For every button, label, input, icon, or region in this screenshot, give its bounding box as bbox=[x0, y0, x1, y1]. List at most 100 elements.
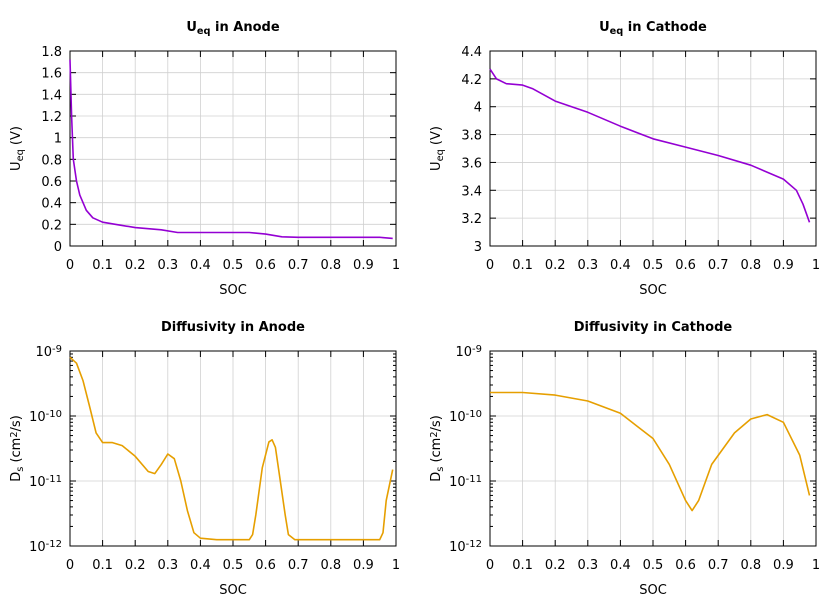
chart-panel-4: 0 0.1 0.2 0.3 0.4 0.5 0.6 0.7 0.8 0.9 110-1210-111… bbox=[429, 320, 821, 598]
text-subscript: eq bbox=[435, 149, 446, 161]
y-axis-label: Ueq (V) bbox=[429, 126, 446, 171]
tick-exponent: -11 bbox=[46, 474, 62, 485]
y-tick-label: 3.4 bbox=[461, 184, 482, 199]
x-tick-label: 0.8 bbox=[320, 558, 341, 573]
x-tick-label: 0.8 bbox=[740, 558, 761, 573]
text-subscript: eq bbox=[15, 149, 26, 161]
x-axis-label: SOC bbox=[219, 583, 247, 598]
text-main: D bbox=[9, 472, 24, 482]
x-tick-label: 0.4 bbox=[190, 558, 211, 573]
x-tick-label: 1 bbox=[392, 258, 400, 273]
x-tick-label: 0.5 bbox=[643, 258, 664, 273]
x-tick-label: 0.2 bbox=[125, 558, 146, 573]
y-tick-label: 10-11 bbox=[449, 474, 482, 490]
x-tick-label: 1 bbox=[812, 558, 820, 573]
x-axis-label: SOC bbox=[639, 283, 667, 298]
text-main: U bbox=[429, 161, 444, 171]
text-rest: in Cathode bbox=[623, 20, 707, 35]
y-tick-label: 10-9 bbox=[35, 344, 62, 360]
tick-exponent: -10 bbox=[46, 409, 62, 420]
tick-base: 10 bbox=[29, 410, 46, 425]
data-series-line bbox=[69, 356, 394, 541]
x-tick-label: 0.8 bbox=[320, 258, 341, 273]
x-tick-label: 0.1 bbox=[512, 558, 533, 573]
y-tick-label: 3.8 bbox=[461, 129, 482, 144]
text-subscript: eq bbox=[610, 26, 624, 37]
x-tick-label: 0.3 bbox=[157, 258, 178, 273]
plot-frame bbox=[69, 350, 397, 547]
text-rest: in Anode bbox=[211, 20, 280, 35]
x-tick-label: 0 bbox=[486, 258, 494, 273]
text-rest: (V) bbox=[9, 126, 24, 149]
x-axis-label: SOC bbox=[219, 283, 247, 298]
chart-title: Ueq in Anode bbox=[186, 20, 279, 37]
text-subscript: s bbox=[15, 467, 26, 472]
y-tick-label: 0.2 bbox=[41, 218, 62, 233]
tick-base: 10 bbox=[449, 410, 466, 425]
text-superscript: 2 bbox=[429, 431, 440, 437]
y-tick-label: 3.6 bbox=[461, 156, 482, 171]
y-tick-label: 4.4 bbox=[461, 45, 482, 60]
tick-base: 10 bbox=[455, 345, 472, 360]
x-tick-label: 0.6 bbox=[255, 558, 276, 573]
text-tail: /s) bbox=[429, 415, 444, 431]
x-tick-label: 0.1 bbox=[92, 258, 113, 273]
x-tick-label: 0.2 bbox=[545, 258, 566, 273]
x-tick-label: 0.6 bbox=[255, 258, 276, 273]
x-tick-label: 0.2 bbox=[545, 558, 566, 573]
text-main: Diffusivity in Cathode bbox=[574, 320, 733, 335]
plot-frame bbox=[69, 50, 397, 247]
tick-exponent: -12 bbox=[466, 539, 482, 550]
y-tick-label: 3.2 bbox=[461, 212, 482, 227]
y-tick-label: 4.2 bbox=[461, 73, 482, 88]
text-main: U bbox=[9, 161, 24, 171]
chart-panel-2: 0 0.1 0.2 0.3 0.4 0.5 0.6 0.7 0.8 0.9 1 3 3.2 3.4 3.6 3… bbox=[429, 20, 820, 298]
x-tick-label: 0.3 bbox=[577, 258, 598, 273]
text-main: U bbox=[599, 20, 610, 35]
y-tick-label: 10-11 bbox=[29, 474, 62, 490]
y-tick-label: 1.6 bbox=[41, 67, 62, 82]
y-tick-label: 1.8 bbox=[41, 45, 62, 60]
plot-frame bbox=[489, 50, 817, 247]
x-tick-label: 0.6 bbox=[675, 258, 696, 273]
x-tick-label: 0.5 bbox=[223, 258, 244, 273]
x-tick-label: 0.3 bbox=[577, 558, 598, 573]
chart-title: Diffusivity in Anode bbox=[161, 320, 305, 335]
x-tick-label: 0.7 bbox=[708, 258, 729, 273]
tick-exponent: -11 bbox=[466, 474, 482, 485]
text-superscript: 2 bbox=[9, 431, 20, 437]
y-tick-label: 1.2 bbox=[41, 110, 62, 125]
x-tick-label: 0.7 bbox=[708, 558, 729, 573]
tick-base: 10 bbox=[35, 345, 52, 360]
x-tick-label: 0.1 bbox=[92, 558, 113, 573]
y-tick-label: 10-12 bbox=[29, 539, 62, 555]
y-axis-label: Ds (cm2/s) bbox=[429, 415, 446, 482]
tick-base: 10 bbox=[449, 475, 466, 490]
x-tick-label: 0.9 bbox=[773, 558, 794, 573]
text-main: U bbox=[186, 20, 197, 35]
x-tick-label: 0.8 bbox=[740, 258, 761, 273]
text-rest: (cm bbox=[429, 438, 444, 467]
x-tick-label: 0.4 bbox=[190, 258, 211, 273]
y-tick-label: 1 bbox=[54, 132, 62, 147]
y-tick-label: 10-9 bbox=[455, 344, 482, 360]
data-series-line bbox=[490, 391, 811, 512]
y-tick-label: 0.4 bbox=[41, 197, 62, 212]
plot-frame bbox=[489, 350, 817, 547]
y-tick-label: 3 bbox=[474, 240, 482, 255]
x-tick-label: 0.4 bbox=[610, 258, 631, 273]
text-subscript: s bbox=[435, 467, 446, 472]
text-subscript: eq bbox=[197, 26, 211, 37]
tick-exponent: -9 bbox=[52, 344, 62, 355]
x-tick-label: 0.5 bbox=[643, 558, 664, 573]
chart-title: Ueq in Cathode bbox=[599, 20, 707, 37]
x-tick-label: 0.5 bbox=[223, 558, 244, 573]
tick-base: 10 bbox=[449, 540, 466, 555]
chart-panel-1: 0 0.1 0.2 0.3 0.4 0.5 0.6 0.7 0.8 0.9 1 0 0.2 0.4 0.6 0… bbox=[9, 20, 400, 298]
x-axis-label: SOC bbox=[639, 583, 667, 598]
x-tick-label: 1 bbox=[812, 258, 820, 273]
x-tick-label: 0.2 bbox=[125, 258, 146, 273]
x-tick-label: 0 bbox=[66, 558, 74, 573]
chart-panel-3: 0 0.1 0.2 0.3 0.4 0.5 0.6 0.7 0.8 0.9 110-1210-111… bbox=[9, 320, 401, 598]
y-tick-label: 0.8 bbox=[41, 153, 62, 168]
